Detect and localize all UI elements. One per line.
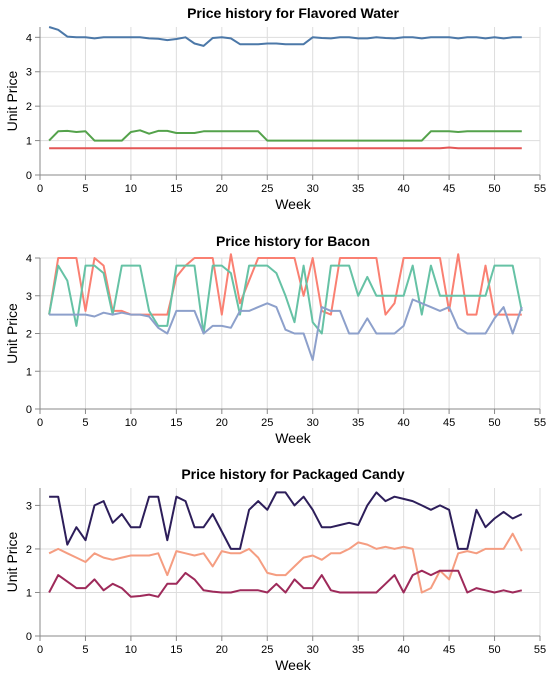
chart-title: Price history for Flavored Water [187,5,399,21]
x-tick-label: 35 [352,644,364,656]
x-tick-label: 20 [216,183,228,195]
x-tick-label: 15 [170,417,182,429]
x-tick-label: 0 [37,417,43,429]
y-tick-label: 0 [26,404,32,416]
y-tick-label: 3 [26,67,32,79]
y-tick-label: 0 [26,631,32,643]
x-tick-label: 35 [352,417,364,429]
x-tick-label: 50 [488,417,500,429]
y-tick-label: 1 [26,136,32,148]
x-tick-label: 35 [352,183,364,195]
series-line-1 [49,491,523,550]
x-tick-label: 10 [125,644,137,656]
x-tick-label: 55 [534,644,546,656]
series-line-3 [48,569,523,598]
chart-1: 0 5 10 15 20 25 30 35 40 45 50 55 0 1 2 3 4 Price history… [4,5,546,212]
series-line-3 [49,146,522,150]
x-tick-label: 45 [443,644,455,656]
x-tick-label: 0 [37,644,43,656]
x-tick-label: 0 [37,183,43,195]
x-tick-label: 20 [216,417,228,429]
x-tick-label: 15 [170,183,182,195]
y-tick-label: 0 [26,170,32,182]
series-line-2 [48,532,523,594]
x-tick-label: 55 [534,417,546,429]
y-tick-label: 3 [26,500,32,512]
x-tick-label: 10 [125,183,137,195]
x-axis-title: Week [275,430,312,446]
x-tick-label: 50 [488,644,500,656]
x-tick-label: 45 [443,417,455,429]
x-tick-label: 30 [307,644,319,656]
y-tick-label: 4 [26,253,32,265]
x-tick-label: 5 [82,183,88,195]
x-tick-label: 40 [398,183,410,195]
series-line-1 [48,26,522,47]
x-tick-label: 25 [261,417,273,429]
x-tick-label: 40 [398,417,410,429]
y-tick-label: 3 [26,291,32,303]
series-line-1 [48,253,522,316]
x-tick-label: 50 [488,183,500,195]
x-tick-label: 15 [170,644,182,656]
x-axis-title: Week [275,196,312,212]
y-tick-label: 1 [26,587,32,599]
chart-2: 0 5 10 15 20 25 30 35 40 45 50 55 0 1 2 3 4 Price history… [4,233,546,446]
x-tick-label: 5 [82,644,88,656]
x-tick-label: 55 [534,183,546,195]
y-tick-label: 1 [26,366,32,378]
chart-title: Price history for Packaged Candy [181,466,405,482]
y-axis-title: Unit Price [4,531,20,592]
x-tick-label: 20 [216,644,228,656]
x-tick-label: 30 [307,183,319,195]
x-tick-label: 40 [398,644,410,656]
chart-3: 0 5 10 15 20 25 30 35 40 45 50 55 0 1 2 3 Price history … [4,466,546,673]
series-line-3 [49,298,523,361]
x-tick-label: 10 [125,417,137,429]
y-tick-label: 2 [26,329,32,341]
series-line-2 [48,129,522,142]
y-tick-label: 2 [26,544,32,556]
y-tick-label: 4 [26,32,32,44]
x-tick-label: 30 [307,417,319,429]
series-line-2 [48,264,523,335]
x-tick-label: 45 [443,183,455,195]
x-tick-label: 25 [261,644,273,656]
y-axis-title: Unit Price [4,70,20,131]
x-tick-label: 5 [82,417,88,429]
y-tick-label: 2 [26,101,32,113]
x-axis-title: Week [275,657,312,673]
x-tick-label: 25 [261,183,273,195]
chart-title: Price history for Bacon [216,233,370,249]
y-axis-title: Unit Price [4,303,20,364]
